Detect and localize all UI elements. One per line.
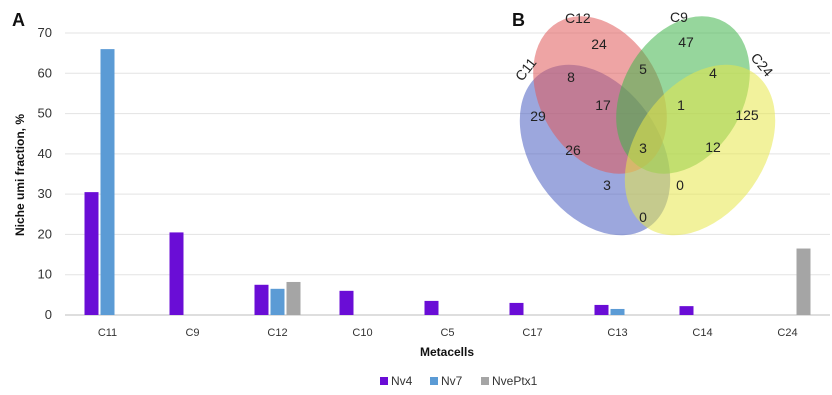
venn-set-label-c9: C9 (670, 9, 688, 25)
venn-set-label-c12: C12 (565, 10, 591, 26)
y-tick-label: 10 (38, 267, 52, 282)
bar-marks (84, 49, 811, 315)
bar-nv4-c11 (84, 192, 99, 315)
x-tick-label: C9 (185, 327, 199, 339)
venn-count-c12-c9: 5 (639, 61, 647, 77)
legend-swatch-nveptx1 (481, 377, 489, 385)
venn-count-c12-c24: 12 (705, 139, 721, 155)
bar-nv4-c14 (679, 306, 694, 315)
venn-count-c11-c12: 8 (567, 69, 575, 85)
y-axis-label: Niche umi fraction, % (13, 114, 27, 236)
bar-nv4-c9 (169, 232, 184, 315)
x-tick-label: C11 (98, 327, 117, 339)
x-tick-label: C14 (692, 327, 712, 339)
y-tick-labels: 0 10 20 30 40 50 60 70 (38, 25, 52, 322)
venn-count-c11-c9: 26 (565, 142, 581, 158)
venn-count-c9-c24: 4 (709, 65, 717, 81)
panel-label-a: A (12, 10, 25, 30)
venn-count-c11-c24: 0 (639, 209, 647, 225)
bar-nv4-c13 (594, 304, 609, 315)
y-tick-label: 20 (38, 226, 52, 241)
venn-count-c11-c12-c24: 0 (676, 177, 684, 193)
venn-count-c24-only: 125 (735, 107, 759, 123)
venn-diagram (519, 16, 776, 236)
x-tick-label: C17 (522, 327, 542, 339)
bar-nv4-c12 (254, 284, 269, 315)
venn-count-c11-only: 29 (530, 108, 546, 124)
legend-swatch-nv4 (380, 377, 388, 385)
bar-nv7-c13 (610, 308, 625, 315)
legend-swatch-nv7 (430, 377, 438, 385)
bar-nv4-c10 (339, 290, 354, 315)
y-tick-label: 0 (45, 307, 52, 322)
legend-label-nv4: Nv4 (391, 374, 413, 388)
venn-count-c9-only: 47 (678, 34, 694, 50)
bar-nv7-c12 (270, 288, 285, 315)
venn-count-c12-only: 24 (591, 36, 607, 52)
y-tick-label: 30 (38, 186, 52, 201)
bar-nveptx1-c12 (286, 281, 301, 315)
x-tick-label: C24 (777, 327, 797, 339)
bar-nveptx1-c24 (796, 248, 811, 315)
venn-count-c12-c9-c24: 1 (677, 97, 685, 113)
y-tick-label: 50 (38, 106, 52, 121)
x-tick-labels: C11 C9 C12 C10 C5 C17 C13 C14 C24 (98, 327, 798, 339)
x-tick-label: C10 (352, 327, 372, 339)
venn-count-c11-c9-c24: 3 (603, 177, 611, 193)
x-axis-label: Metacells (420, 345, 474, 359)
bar-nv4-c17 (509, 302, 524, 315)
legend-label-nv7: Nv7 (441, 374, 463, 388)
venn-count-c11-c12-c9: 17 (595, 97, 611, 113)
x-tick-label: C5 (440, 327, 454, 339)
venn-ellipse-c24 (624, 64, 776, 236)
legend: Nv4 Nv7 NvePtx1 (380, 374, 538, 388)
gridlines (65, 32, 830, 316)
y-tick-label: 60 (38, 65, 52, 80)
venn-region-counts: 29 24 47 125 8 5 4 17 1 26 3 12 3 0 0 (530, 34, 759, 225)
legend-label-nveptx1: NvePtx1 (492, 374, 538, 388)
panel-label-b: B (512, 10, 525, 30)
venn-count-all-four: 3 (639, 140, 647, 156)
bar-nv7-c11 (100, 49, 115, 315)
x-tick-label: C12 (267, 327, 287, 339)
bar-nv4-c5 (424, 300, 439, 315)
x-tick-label: C13 (607, 327, 627, 339)
y-tick-label: 70 (38, 25, 52, 40)
y-tick-label: 40 (38, 146, 52, 161)
